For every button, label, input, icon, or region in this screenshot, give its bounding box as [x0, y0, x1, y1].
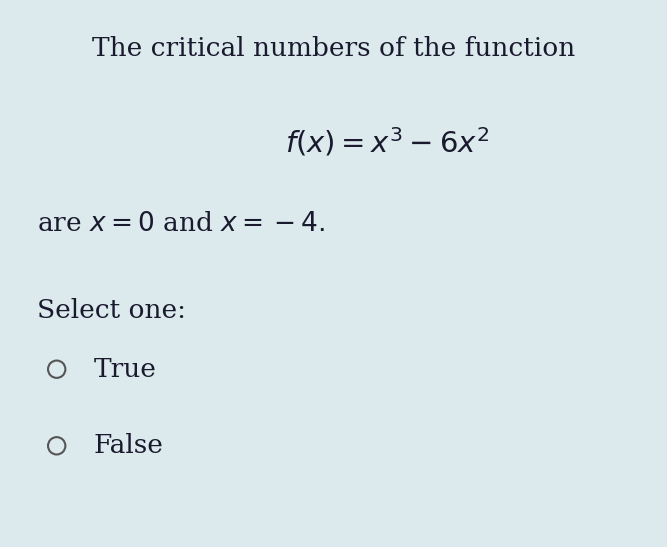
Text: are $x = 0$ and $x = -4.$: are $x = 0$ and $x = -4.$: [37, 211, 325, 236]
Text: False: False: [93, 433, 163, 458]
Text: The critical numbers of the function: The critical numbers of the function: [92, 36, 575, 61]
Text: True: True: [93, 357, 156, 382]
Text: Select one:: Select one:: [37, 298, 185, 323]
Text: $f(x) = x^3 - 6x^2$: $f(x) = x^3 - 6x^2$: [285, 126, 489, 159]
